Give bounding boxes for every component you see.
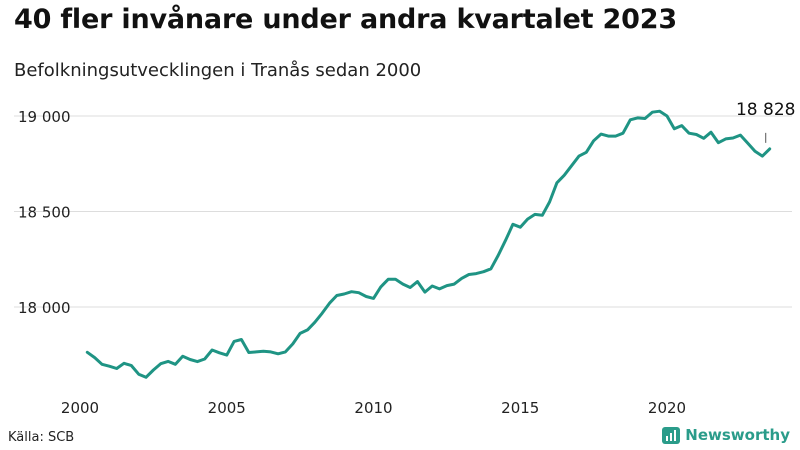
brand[interactable]: Newsworthy xyxy=(662,426,790,444)
annotation-layer: 18 828 xyxy=(736,100,795,143)
source-note: Källa: SCB xyxy=(8,430,75,445)
x-tick-label: 2015 xyxy=(501,399,539,417)
x-tick-label: 2020 xyxy=(648,399,686,417)
newsworthy-logo-icon xyxy=(662,426,681,444)
y-tick-label: 18 500 xyxy=(18,204,71,222)
annotation-label: 18 828 xyxy=(736,100,795,120)
y-tick-label: 19 000 xyxy=(18,108,71,126)
brand-name: Newsworthy xyxy=(685,426,790,444)
y-tick-label: 18 000 xyxy=(18,299,71,317)
x-tick-label: 2005 xyxy=(208,399,246,417)
chart-subtitle: Befolkningsutvecklingen i Tranås sedan 2… xyxy=(14,60,422,81)
chart-title: 40 fler invånare under andra kvartalet 2… xyxy=(14,4,677,35)
series-line xyxy=(85,109,772,379)
y-axis-ticks: 18 000 18 500 19 000 xyxy=(18,108,71,317)
series-layer xyxy=(85,109,772,379)
x-tick-label: 2000 xyxy=(61,399,99,417)
x-axis-ticks: 2000 2005 2010 2015 2020 xyxy=(61,399,686,417)
x-tick-label: 2010 xyxy=(354,399,392,417)
gridlines xyxy=(14,115,792,308)
